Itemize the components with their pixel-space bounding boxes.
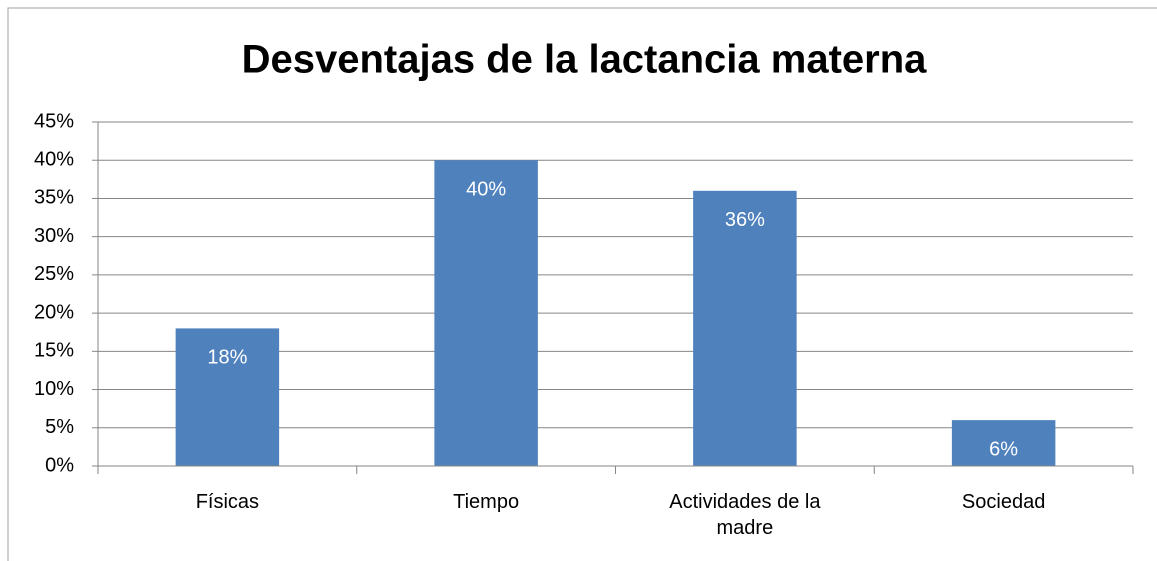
data-label: 18% [207, 347, 247, 369]
y-tick-label: 15% [34, 340, 74, 362]
x-tick-label: Sociedad [961, 491, 1046, 513]
chart-title: Desventajas de la lactancia materna [242, 38, 928, 82]
y-tick-label: 45% [34, 110, 74, 132]
x-tick-label: Actividades de la madre [669, 491, 821, 539]
y-tick-label: 25% [34, 263, 74, 285]
data-label: 36% [725, 209, 765, 231]
bar [951, 420, 1056, 466]
y-tick-label: 35% [34, 187, 74, 209]
chart-border [7, 7, 1157, 561]
data-label: 40% [466, 179, 506, 201]
y-tick-label: 30% [34, 225, 74, 247]
bar [434, 160, 538, 466]
y-tick-label: 40% [34, 149, 74, 171]
y-tick-label: 0% [45, 454, 74, 476]
x-tick-label: Físicas [195, 491, 260, 513]
bar [693, 190, 797, 467]
data-label: 6% [989, 438, 1018, 460]
y-tick-label: 10% [34, 378, 74, 400]
bar [175, 328, 280, 466]
x-tick-label: Tiempo [453, 491, 520, 513]
y-tick-label: 20% [34, 301, 74, 323]
y-tick-label: 5% [45, 416, 74, 438]
